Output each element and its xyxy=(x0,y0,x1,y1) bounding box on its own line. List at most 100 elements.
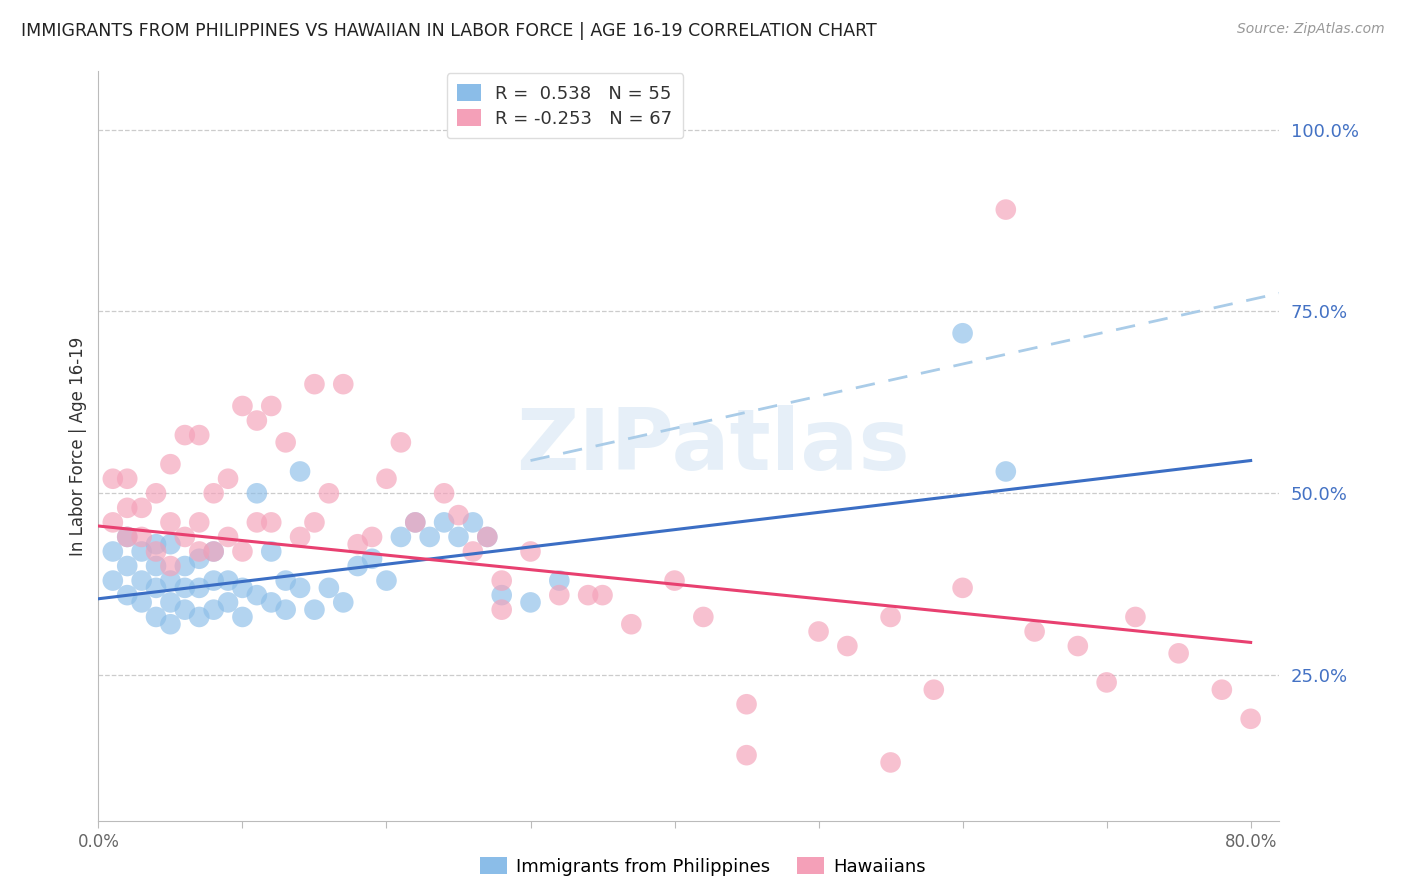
Point xyxy=(159,516,181,530)
Point xyxy=(101,544,124,558)
Point xyxy=(131,544,153,558)
Point xyxy=(361,530,384,544)
Point xyxy=(202,574,225,588)
Point xyxy=(419,530,441,544)
Point xyxy=(447,530,470,544)
Point xyxy=(491,602,513,616)
Point xyxy=(620,617,643,632)
Point xyxy=(519,595,541,609)
Point xyxy=(115,588,138,602)
Point xyxy=(375,472,398,486)
Point xyxy=(879,610,901,624)
Point xyxy=(246,588,269,602)
Text: ZIPatlas: ZIPatlas xyxy=(516,404,910,488)
Text: IMMIGRANTS FROM PHILIPPINES VS HAWAIIAN IN LABOR FORCE | AGE 16-19 CORRELATION C: IMMIGRANTS FROM PHILIPPINES VS HAWAIIAN … xyxy=(21,22,877,40)
Point xyxy=(188,581,211,595)
Point xyxy=(246,486,269,500)
Point xyxy=(101,574,124,588)
Point xyxy=(145,581,167,595)
Point xyxy=(692,610,714,624)
Point xyxy=(592,588,614,602)
Point xyxy=(1211,682,1233,697)
Point xyxy=(145,537,167,551)
Point xyxy=(952,581,974,595)
Point xyxy=(231,610,253,624)
Point xyxy=(304,602,326,616)
Point xyxy=(664,574,686,588)
Point xyxy=(131,595,153,609)
Point xyxy=(231,544,253,558)
Point xyxy=(404,516,426,530)
Point xyxy=(332,377,354,392)
Point xyxy=(115,530,138,544)
Point xyxy=(477,530,499,544)
Legend: Immigrants from Philippines, Hawaiians: Immigrants from Philippines, Hawaiians xyxy=(472,850,934,883)
Point xyxy=(274,574,297,588)
Point xyxy=(879,756,901,770)
Point xyxy=(477,530,499,544)
Point xyxy=(145,559,167,574)
Point xyxy=(548,574,571,588)
Point xyxy=(231,581,253,595)
Point xyxy=(115,472,138,486)
Point xyxy=(346,559,368,574)
Point xyxy=(188,544,211,558)
Point xyxy=(994,202,1017,217)
Point xyxy=(260,516,283,530)
Point xyxy=(433,486,456,500)
Point xyxy=(217,472,239,486)
Y-axis label: In Labor Force | Age 16-19: In Labor Force | Age 16-19 xyxy=(69,336,87,556)
Point xyxy=(115,530,138,544)
Point xyxy=(173,559,195,574)
Point xyxy=(288,465,311,479)
Point xyxy=(101,472,124,486)
Point xyxy=(115,559,138,574)
Point xyxy=(202,602,225,616)
Point xyxy=(332,595,354,609)
Point xyxy=(159,574,181,588)
Point xyxy=(1240,712,1263,726)
Point xyxy=(145,544,167,558)
Point xyxy=(202,544,225,558)
Point xyxy=(389,435,412,450)
Point xyxy=(131,500,153,515)
Point xyxy=(260,595,283,609)
Point xyxy=(361,551,384,566)
Legend: R =  0.538   N = 55, R = -0.253   N = 67: R = 0.538 N = 55, R = -0.253 N = 67 xyxy=(447,73,683,138)
Point xyxy=(519,544,541,558)
Point xyxy=(131,574,153,588)
Point xyxy=(735,748,758,763)
Point xyxy=(188,551,211,566)
Point xyxy=(433,516,456,530)
Point xyxy=(288,530,311,544)
Point xyxy=(994,465,1017,479)
Point xyxy=(952,326,974,341)
Point xyxy=(1024,624,1046,639)
Point xyxy=(576,588,599,602)
Point xyxy=(304,377,326,392)
Point xyxy=(246,516,269,530)
Point xyxy=(288,581,311,595)
Text: Source: ZipAtlas.com: Source: ZipAtlas.com xyxy=(1237,22,1385,37)
Point xyxy=(159,457,181,471)
Point xyxy=(491,574,513,588)
Point xyxy=(260,544,283,558)
Point xyxy=(145,610,167,624)
Point xyxy=(188,516,211,530)
Point xyxy=(159,617,181,632)
Point xyxy=(217,595,239,609)
Point xyxy=(188,610,211,624)
Point xyxy=(274,435,297,450)
Point xyxy=(318,581,340,595)
Point xyxy=(246,413,269,427)
Point xyxy=(231,399,253,413)
Point xyxy=(115,500,138,515)
Point xyxy=(807,624,830,639)
Point xyxy=(735,698,758,712)
Point xyxy=(217,530,239,544)
Point xyxy=(173,428,195,442)
Point xyxy=(491,588,513,602)
Point xyxy=(1095,675,1118,690)
Point xyxy=(159,537,181,551)
Point xyxy=(837,639,859,653)
